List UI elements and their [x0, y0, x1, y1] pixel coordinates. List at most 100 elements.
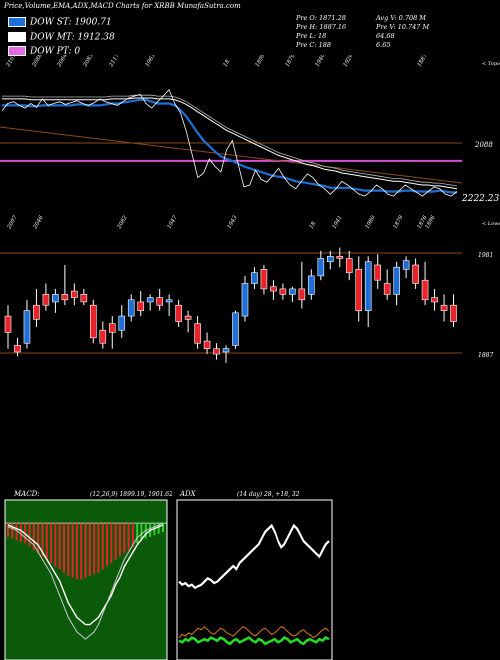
- minus-di-line: [178, 636, 330, 646]
- legend-swatch-mt: [8, 31, 26, 42]
- top-number: 2088: [31, 55, 44, 69]
- top-number: 1887: [417, 55, 429, 68]
- stats-left: Pre L: 18: [296, 32, 327, 40]
- candle-body: [80, 294, 88, 303]
- candle-body: [431, 297, 438, 303]
- candle-body: [402, 260, 410, 270]
- stats-right: 6.65: [376, 41, 391, 49]
- legend-label-pt: DOW PT: 0: [30, 46, 81, 57]
- top-number: 2117: [108, 55, 121, 69]
- candle-body: [336, 256, 344, 259]
- adx-box: [176, 499, 333, 660]
- top-number: 1899: [255, 55, 267, 68]
- candle-body: [90, 304, 97, 339]
- candle-body: [326, 256, 334, 263]
- candle-body: [222, 348, 230, 353]
- candle-body: [393, 266, 400, 295]
- top-number: 1870: [285, 55, 297, 68]
- candle-body: [118, 315, 126, 331]
- candle-body: [4, 315, 12, 333]
- candle-body: [33, 304, 40, 320]
- candle-body: [241, 283, 249, 317]
- candle-body: [374, 264, 381, 281]
- stats-left: Pre O: 1871.28: [296, 14, 346, 22]
- candle-body: [99, 329, 107, 344]
- macd-line: [7, 522, 164, 640]
- legend-swatch-st: [8, 17, 26, 27]
- candle-body: [289, 288, 296, 295]
- stats-row: Pre L: 18 64.68: [296, 32, 486, 41]
- right-label: < Lowe: [482, 221, 500, 227]
- candle-body: [298, 288, 306, 301]
- candle-body: [317, 258, 325, 277]
- top-number: 1879: [393, 215, 405, 230]
- adx-line-inner: [178, 528, 330, 592]
- level-label: 1887: [478, 352, 493, 359]
- candle-body: [440, 304, 448, 311]
- candle-body: [23, 310, 31, 344]
- candle-body: [156, 297, 163, 306]
- adx-label: ADX: [179, 490, 197, 498]
- top-number: 1980: [365, 215, 377, 230]
- price-line: [1, 88, 458, 197]
- candle-body: [127, 299, 135, 317]
- st-line: [2, 98, 457, 194]
- candle-body: [137, 301, 145, 311]
- macd-signal-line: [7, 524, 164, 626]
- top-number: 1963: [145, 55, 157, 68]
- candle-body: [364, 261, 372, 311]
- ema-panel: 2107 2088 2064 2083 2117 1963 18 1899 1870 1940 19…: [0, 55, 500, 204]
- top-number: 2064: [56, 55, 69, 69]
- legend-label-st: DOW ST: 1900.71: [30, 17, 112, 28]
- level-label: 2222.23: [461, 194, 499, 204]
- top-number: 2046: [32, 215, 45, 231]
- stats-left: Pre C: 188: [296, 41, 332, 49]
- candle-body: [203, 340, 211, 349]
- candle-body: [14, 345, 21, 353]
- macd-params: (12,26,9) 1899.19, 1901.62, -1.89: [90, 491, 172, 498]
- macd-panel: MACD: (12,26,9) 1899.19, 1901.62, -1.89: [4, 490, 172, 660]
- top-number: 1941: [332, 215, 344, 230]
- candle-body: [251, 272, 258, 284]
- stats-row: Pre C: 188 6.65: [296, 41, 486, 50]
- stats-block: Pre O: 1871.28 Avg V: 0.708 M Pre H: 1887.…: [296, 14, 486, 50]
- candle-panel: 2097 2046 2082 1947 1943 18 1941 1980 1879 187618…: [0, 215, 500, 363]
- top-number: 2082: [116, 215, 129, 231]
- macd-label: MACD:: [13, 490, 40, 498]
- level-label: 1981: [478, 252, 493, 259]
- legend-swatch-pt: [8, 46, 26, 56]
- candle-body: [355, 269, 363, 311]
- candle-body: [308, 275, 315, 295]
- top-number: 18: [223, 59, 232, 68]
- top-number: 18: [309, 221, 318, 230]
- top-number: 1947: [167, 215, 179, 230]
- candle-body: [260, 269, 268, 290]
- top-number: 2083: [82, 55, 95, 69]
- chart-title: Price,Volume,EMA,ADX,MACD Charts for XRB…: [4, 2, 241, 10]
- candle-body: [213, 348, 220, 355]
- candle-body: [175, 304, 182, 322]
- legend: DOW ST: 1900.71 DOW MT: 1912.38 DOW PT: …: [8, 17, 115, 57]
- top-number: 2107: [5, 55, 18, 69]
- right-label: < Topo: [482, 61, 500, 67]
- trend-line: [0, 126, 463, 184]
- candle-body: [108, 323, 116, 333]
- level-label: 2088: [474, 141, 493, 149]
- candle-body: [71, 290, 78, 298]
- legend-label-mt: DOW MT: 1912.38: [30, 32, 115, 42]
- stats-right: Avg V: 0.708 M: [376, 14, 426, 22]
- candle-body: [146, 297, 154, 303]
- adx-params: (14 day) 28, +18, 32: [237, 491, 300, 498]
- candle-body: [412, 264, 419, 284]
- stats-left: Pre H: 1887.16: [296, 23, 347, 31]
- stats-row: Pre H: 1887.16 Pre V: 10.747 M: [296, 23, 486, 32]
- candle-body: [194, 323, 201, 344]
- top-number: 1920: [343, 55, 355, 68]
- top-number: 2097: [6, 215, 19, 231]
- candle-body: [450, 304, 457, 322]
- mt-line-2: [2, 94, 458, 187]
- stats-right: Pre V: 10.747 M: [376, 23, 430, 31]
- legend-item-mt: DOW MT: 1912.38: [8, 31, 115, 42]
- candle-body: [279, 288, 287, 295]
- mt-line: [2, 97, 458, 190]
